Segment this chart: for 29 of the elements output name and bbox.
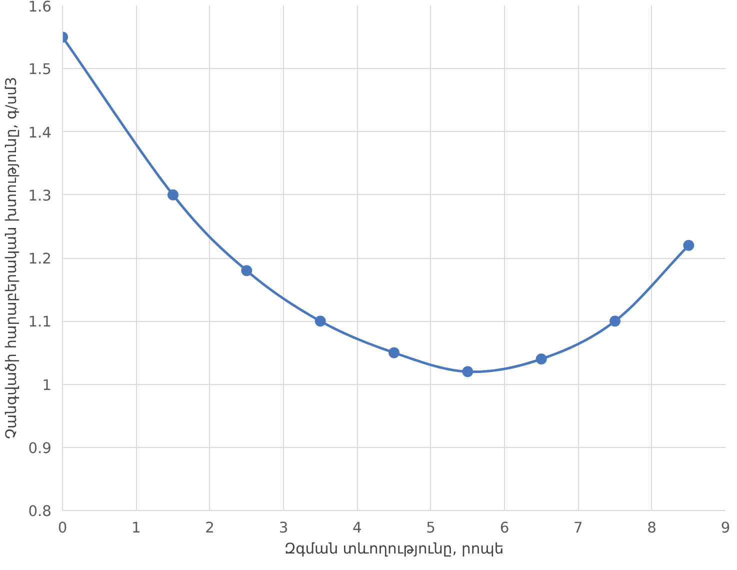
point (683, 240, 694, 251)
x-tick-label: 6 (500, 520, 510, 536)
y-tick-label: 1.2 (28, 250, 52, 268)
x-tick-label: 8 (647, 520, 656, 536)
y-tick-label: 1.1 (28, 314, 52, 331)
point (168, 189, 178, 200)
x-axis-title: Զգման տևողությունը, րոպե (284, 540, 504, 558)
x-tick-label: 2 (205, 520, 214, 536)
x-tick-label: 0 (58, 520, 68, 536)
x-tick-label: 4 (352, 520, 362, 536)
point (314, 316, 326, 327)
x-tick-label: 3 (278, 520, 288, 536)
point (241, 265, 252, 276)
point (388, 347, 400, 358)
y-tick-label: 1.5 (28, 61, 52, 78)
point (610, 316, 620, 327)
y-tick-label: 0.9 (28, 440, 52, 457)
y-tick-label: 0.8 (28, 503, 52, 520)
x-tick-label: 7 (574, 520, 583, 536)
y-tick-label: 1.3 (28, 187, 52, 204)
x-tick-label: 5 (426, 520, 436, 536)
x-tick-label: 1 (132, 520, 141, 536)
x-tick-label: 9 (720, 520, 730, 536)
y-axis-title: Չանգվածի հարաբերական խտությունը, գ/սմ3 (3, 76, 20, 440)
point (536, 354, 547, 364)
y-tick-label: 1.6 (28, 0, 52, 16)
y-tick-label: 1 (42, 376, 52, 394)
y-tick-label: 1.4 (28, 124, 52, 142)
point (462, 366, 474, 378)
